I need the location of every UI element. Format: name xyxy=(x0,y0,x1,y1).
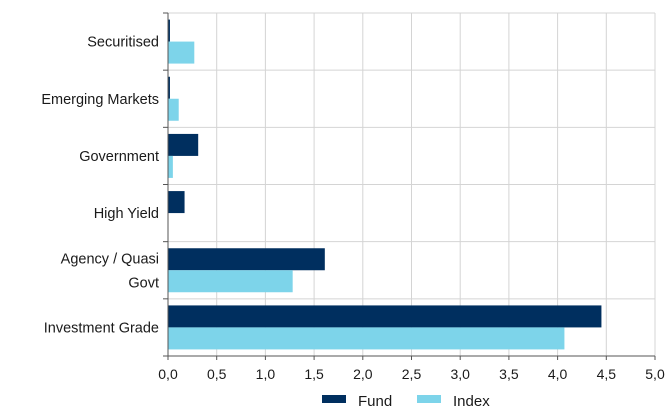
grid-lines xyxy=(167,12,656,357)
axes xyxy=(163,12,656,360)
bar-fund xyxy=(168,191,185,214)
bar-index xyxy=(168,41,195,64)
x-tick-label: 2,0 xyxy=(353,366,373,382)
category-labels: Securitised Emerging Markets Government Hig… xyxy=(41,35,159,337)
x-tick-label: 4,0 xyxy=(548,366,568,382)
legend-label: Fund xyxy=(358,393,392,410)
legend-swatch xyxy=(417,395,441,403)
category-label: Government xyxy=(79,149,159,165)
legend-label: Index xyxy=(453,393,490,410)
bar-fund xyxy=(168,133,199,156)
bar-fund xyxy=(168,76,170,99)
x-tick-label: 5,0 xyxy=(645,366,665,382)
bar-index xyxy=(168,98,179,121)
legend-item-fund: Fund xyxy=(322,393,392,410)
x-tick-label: 0,5 xyxy=(207,366,227,382)
category-label: Agency / Quasi xyxy=(61,251,159,267)
bar-fund xyxy=(168,248,325,271)
category-label: Securitised xyxy=(87,35,159,51)
x-tick-label: 3,0 xyxy=(450,366,470,382)
category-label: High Yield xyxy=(94,206,159,222)
legend: Fund Index xyxy=(322,393,490,410)
bar-fund xyxy=(168,305,602,328)
x-tick-label: 1,0 xyxy=(256,366,276,382)
bar-index xyxy=(168,155,173,178)
category-label: Govt xyxy=(128,275,159,291)
legend-swatch xyxy=(322,395,346,403)
bar-fund xyxy=(168,19,170,42)
bar-index xyxy=(168,270,293,293)
x-tick-label: 3,5 xyxy=(499,366,519,382)
x-tick-labels: 0,0 0,5 1,0 1,5 2,0 2,5 3,0 3,5 4,0 4,5 5,0 xyxy=(158,366,665,382)
bar-index xyxy=(168,327,565,350)
x-tick-label: 2,5 xyxy=(402,366,422,382)
x-tick-label: 4,5 xyxy=(597,366,617,382)
category-label: Investment Grade xyxy=(44,320,159,336)
bars xyxy=(168,19,602,350)
x-tick-label: 1,5 xyxy=(304,366,324,382)
legend-item-index: Index xyxy=(417,393,490,410)
category-label: Emerging Markets xyxy=(41,92,159,108)
x-tick-label: 0,0 xyxy=(158,366,178,382)
